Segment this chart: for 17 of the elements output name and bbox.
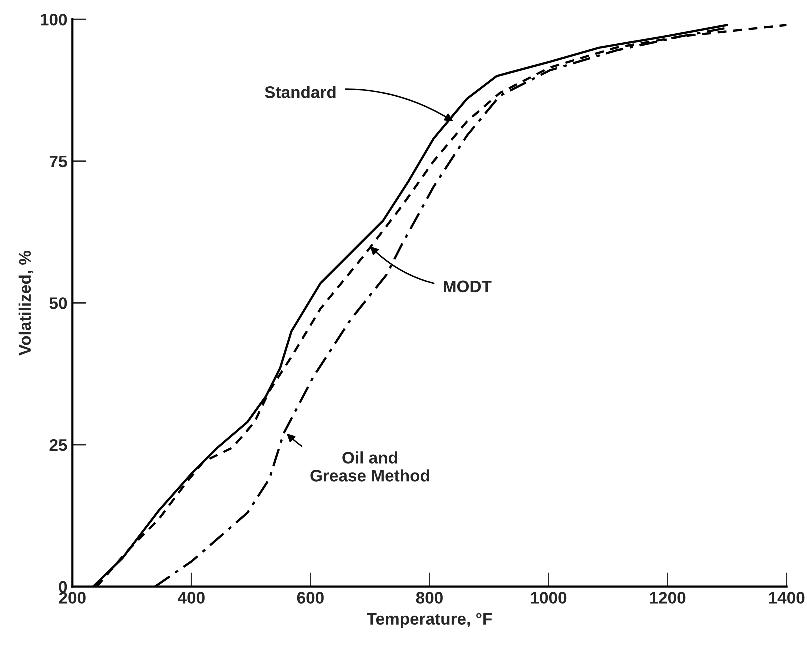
y-tick-label: 75 (50, 156, 68, 168)
y-tick-label: 50 (50, 298, 68, 310)
x-tick-label: 1400 (769, 592, 805, 604)
annotation: Standard (265, 86, 336, 98)
x-tick-label: 1000 (531, 592, 567, 604)
y-axis-title: Volatilized, % (18, 250, 34, 356)
y-tick-label: 25 (50, 439, 68, 452)
x-tick-label: 600 (297, 592, 324, 604)
x-axis-title: Temperature, °F (367, 613, 492, 628)
x-tick-label: 400 (178, 592, 205, 604)
annotation: Oil and Grease Method (310, 452, 430, 482)
x-tick-label: 800 (416, 592, 443, 604)
x-tick-label: 200 (59, 592, 86, 604)
x-tick-label: 1200 (650, 592, 686, 604)
y-tick-label: 100 (41, 14, 68, 26)
y-tick-label: 0 (59, 581, 68, 594)
annotation: MODT (444, 280, 492, 293)
